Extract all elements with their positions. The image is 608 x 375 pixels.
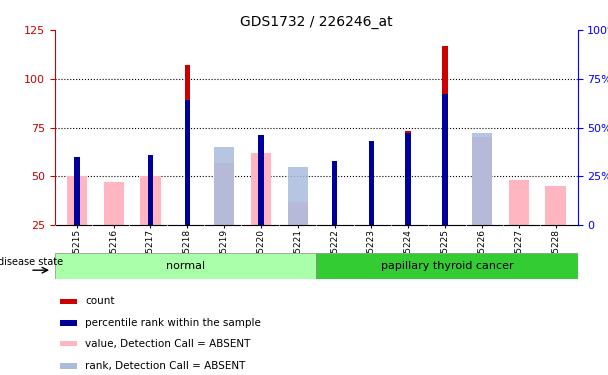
Bar <box>368 141 374 225</box>
Text: rank, Detection Call = ABSENT: rank, Detection Call = ABSENT <box>85 361 246 371</box>
Bar <box>508 180 529 225</box>
Bar <box>214 163 234 225</box>
Bar <box>332 160 337 225</box>
Text: count: count <box>85 296 115 306</box>
Title: GDS1732 / 226246_at: GDS1732 / 226246_at <box>240 15 393 29</box>
Bar <box>258 135 264 225</box>
Bar <box>140 176 161 225</box>
Bar <box>74 157 80 225</box>
FancyBboxPatch shape <box>55 253 316 279</box>
FancyBboxPatch shape <box>60 298 77 304</box>
Bar <box>472 134 492 225</box>
Bar <box>214 147 234 225</box>
Text: papillary thyroid cancer: papillary thyroid cancer <box>381 261 513 271</box>
Bar <box>472 137 492 225</box>
FancyBboxPatch shape <box>60 320 77 326</box>
Text: value, Detection Call = ABSENT: value, Detection Call = ABSENT <box>85 339 250 348</box>
Bar <box>332 176 337 225</box>
Bar <box>406 131 411 225</box>
Bar <box>148 155 153 225</box>
Text: disease state: disease state <box>0 257 63 267</box>
Bar <box>250 153 271 225</box>
Bar <box>288 202 308 225</box>
Text: normal: normal <box>166 261 205 271</box>
Bar <box>442 46 448 225</box>
Bar <box>184 100 190 225</box>
Bar <box>258 153 264 225</box>
Bar <box>103 182 124 225</box>
Text: percentile rank within the sample: percentile rank within the sample <box>85 318 261 328</box>
FancyBboxPatch shape <box>60 341 77 346</box>
Bar <box>288 166 308 225</box>
Bar <box>406 134 411 225</box>
Bar <box>442 94 448 225</box>
Bar <box>67 176 87 225</box>
FancyBboxPatch shape <box>316 253 578 279</box>
Bar <box>184 65 190 225</box>
FancyBboxPatch shape <box>60 363 77 369</box>
Bar <box>545 186 565 225</box>
Bar <box>368 153 374 225</box>
